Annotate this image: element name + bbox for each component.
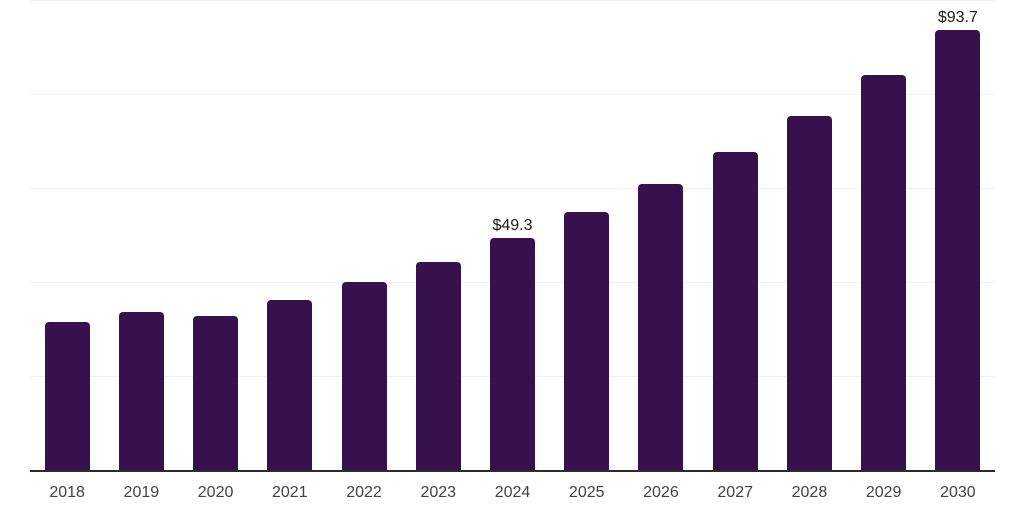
x-tick-label-2022: 2022 [346, 484, 382, 501]
x-tick-label-2025: 2025 [568, 484, 605, 501]
x-tick-label-2018: 2018 [49, 484, 85, 501]
x-tick-label-2021: 2021 [272, 484, 308, 501]
gridline-60 [30, 188, 995, 189]
bar-value-label-2030: $93.7 [937, 8, 978, 26]
bar-2030 [935, 29, 981, 470]
x-tick-label-2019: 2019 [123, 484, 160, 501]
x-tick-label-2027: 2027 [717, 484, 753, 501]
bar-2018 [44, 322, 90, 470]
x-tick-label-2024: 2024 [494, 484, 531, 501]
x-tick-label-2023: 2023 [420, 484, 457, 501]
bar-2029 [861, 74, 907, 470]
x-tick-label-2020: 2020 [197, 484, 234, 501]
x-tick-label-2028: 2028 [791, 484, 828, 501]
bar-2025 [564, 212, 610, 470]
bar-2020 [193, 316, 239, 470]
bar-2027 [712, 151, 758, 470]
x-tick-label-2030: 2030 [940, 484, 976, 501]
bar-2028 [786, 115, 832, 470]
bar-value-label-2024: $49.3 [492, 217, 533, 235]
plot-area: $49.3 $93.7 [30, 0, 995, 470]
x-tick-label-2026: 2026 [643, 484, 679, 501]
bar-2024 [490, 238, 535, 470]
bar-2026 [638, 183, 684, 470]
bar-2022 [341, 281, 387, 470]
x-tick-label-2029: 2029 [865, 484, 902, 501]
bar-2019 [118, 311, 164, 470]
gridline-100 [30, 0, 995, 1]
bar-2021 [267, 300, 313, 470]
gridline-80 [30, 94, 995, 95]
bar-2023 [415, 261, 461, 470]
x-axis-line [30, 470, 995, 472]
